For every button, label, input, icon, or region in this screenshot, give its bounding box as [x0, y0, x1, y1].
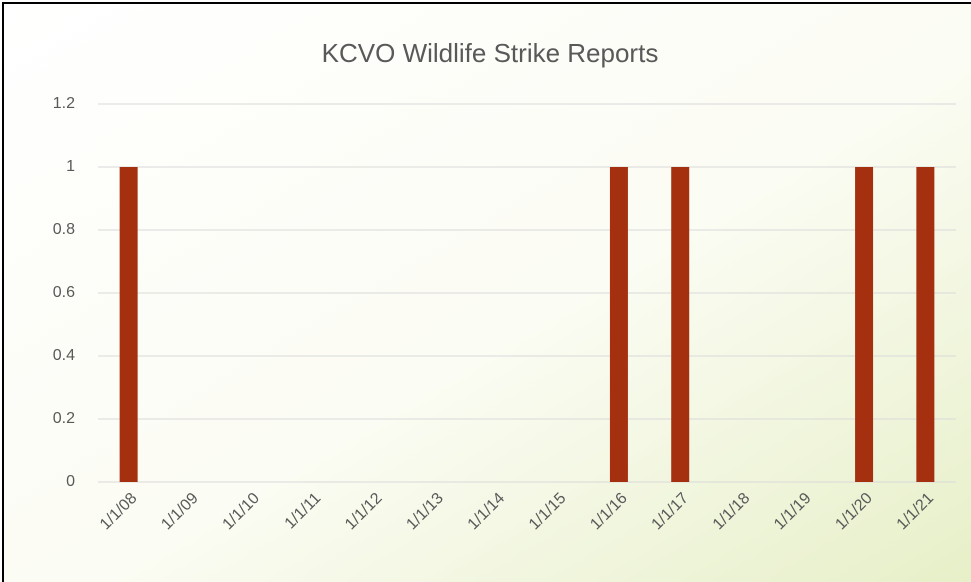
y-tick-label: 1 [66, 158, 75, 175]
bar [609, 167, 628, 482]
y-tick-label: 0.8 [53, 221, 75, 238]
y-tick-label: 0.4 [53, 347, 75, 364]
bar [916, 167, 935, 482]
y-tick-label: 0.2 [53, 410, 75, 427]
bar [671, 167, 690, 482]
y-tick-label: 0.6 [53, 284, 75, 301]
bar [855, 167, 874, 482]
y-tick-label: 0 [66, 473, 75, 490]
bar [119, 167, 138, 482]
chart-title: KCVO Wildlife Strike Reports [322, 38, 659, 68]
y-tick-label: 1.2 [53, 95, 75, 112]
